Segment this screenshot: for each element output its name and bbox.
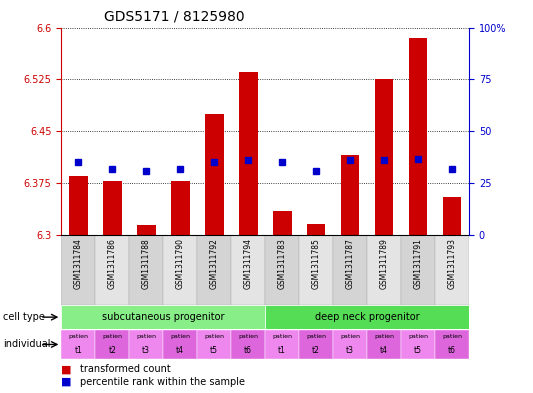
Bar: [61, 330, 95, 359]
Bar: [435, 330, 469, 359]
Bar: [61, 305, 265, 329]
Text: patien: patien: [238, 334, 258, 339]
Bar: [163, 330, 197, 359]
Text: GSM1311793: GSM1311793: [448, 238, 457, 289]
Bar: [401, 330, 435, 359]
Text: GSM1311783: GSM1311783: [278, 238, 287, 289]
Text: t5: t5: [414, 347, 422, 355]
Text: GSM1311786: GSM1311786: [108, 238, 117, 289]
Bar: [265, 330, 299, 359]
Bar: [401, 236, 435, 305]
Text: GSM1311790: GSM1311790: [176, 238, 185, 289]
Text: subcutaneous progenitor: subcutaneous progenitor: [102, 312, 224, 322]
Text: GSM1311785: GSM1311785: [312, 238, 321, 289]
Bar: [205, 114, 223, 235]
Bar: [95, 236, 129, 305]
Text: t2: t2: [312, 347, 320, 355]
Text: patien: patien: [204, 334, 224, 339]
Bar: [265, 305, 469, 329]
Text: GSM1311788: GSM1311788: [142, 238, 151, 288]
Text: GSM1311794: GSM1311794: [244, 238, 253, 289]
Bar: [231, 330, 265, 359]
Text: patien: patien: [136, 334, 156, 339]
Text: t6: t6: [448, 347, 456, 355]
Text: GSM1311784: GSM1311784: [74, 238, 83, 289]
Text: t4: t4: [380, 347, 388, 355]
Text: deep neck progenitor: deep neck progenitor: [315, 312, 419, 322]
Text: t6: t6: [244, 347, 252, 355]
Text: t3: t3: [142, 347, 150, 355]
Bar: [197, 330, 231, 359]
Bar: [341, 156, 359, 235]
Bar: [103, 181, 122, 235]
Text: GSM1311787: GSM1311787: [345, 238, 354, 289]
Bar: [163, 236, 197, 305]
Text: percentile rank within the sample: percentile rank within the sample: [80, 377, 245, 387]
Text: t3: t3: [346, 347, 354, 355]
Text: t5: t5: [210, 347, 218, 355]
Text: ■: ■: [61, 377, 75, 387]
Text: patien: patien: [68, 334, 88, 339]
Bar: [239, 72, 257, 235]
Text: patien: patien: [442, 334, 462, 339]
Text: GSM1311791: GSM1311791: [414, 238, 423, 289]
Text: patien: patien: [306, 334, 326, 339]
Bar: [137, 225, 156, 235]
Bar: [367, 236, 401, 305]
Text: GDS5171 / 8125980: GDS5171 / 8125980: [104, 9, 245, 24]
Bar: [95, 330, 129, 359]
Text: GSM1311789: GSM1311789: [379, 238, 389, 289]
Text: patien: patien: [102, 334, 122, 339]
Bar: [69, 176, 87, 235]
Bar: [129, 330, 163, 359]
Text: patien: patien: [272, 334, 292, 339]
Bar: [299, 236, 333, 305]
Text: patien: patien: [408, 334, 428, 339]
Bar: [435, 236, 469, 305]
Bar: [273, 211, 292, 235]
Bar: [171, 181, 190, 235]
Text: t1: t1: [74, 347, 82, 355]
Text: t4: t4: [176, 347, 184, 355]
Bar: [375, 79, 393, 235]
Text: patien: patien: [170, 334, 190, 339]
Text: t2: t2: [108, 347, 116, 355]
Text: GSM1311792: GSM1311792: [209, 238, 219, 289]
Bar: [333, 236, 367, 305]
Text: patien: patien: [374, 334, 394, 339]
Bar: [409, 38, 427, 235]
Text: cell type: cell type: [3, 312, 45, 322]
Text: t1: t1: [278, 347, 286, 355]
Bar: [231, 236, 265, 305]
Bar: [265, 236, 299, 305]
Text: transformed count: transformed count: [80, 364, 171, 375]
Bar: [367, 330, 401, 359]
Bar: [197, 236, 231, 305]
Bar: [443, 197, 462, 235]
Bar: [333, 330, 367, 359]
Bar: [299, 330, 333, 359]
Text: patien: patien: [340, 334, 360, 339]
Bar: [129, 236, 163, 305]
Bar: [61, 236, 95, 305]
Text: ■: ■: [61, 364, 75, 375]
Text: individual: individual: [3, 340, 50, 349]
Bar: [307, 224, 326, 235]
